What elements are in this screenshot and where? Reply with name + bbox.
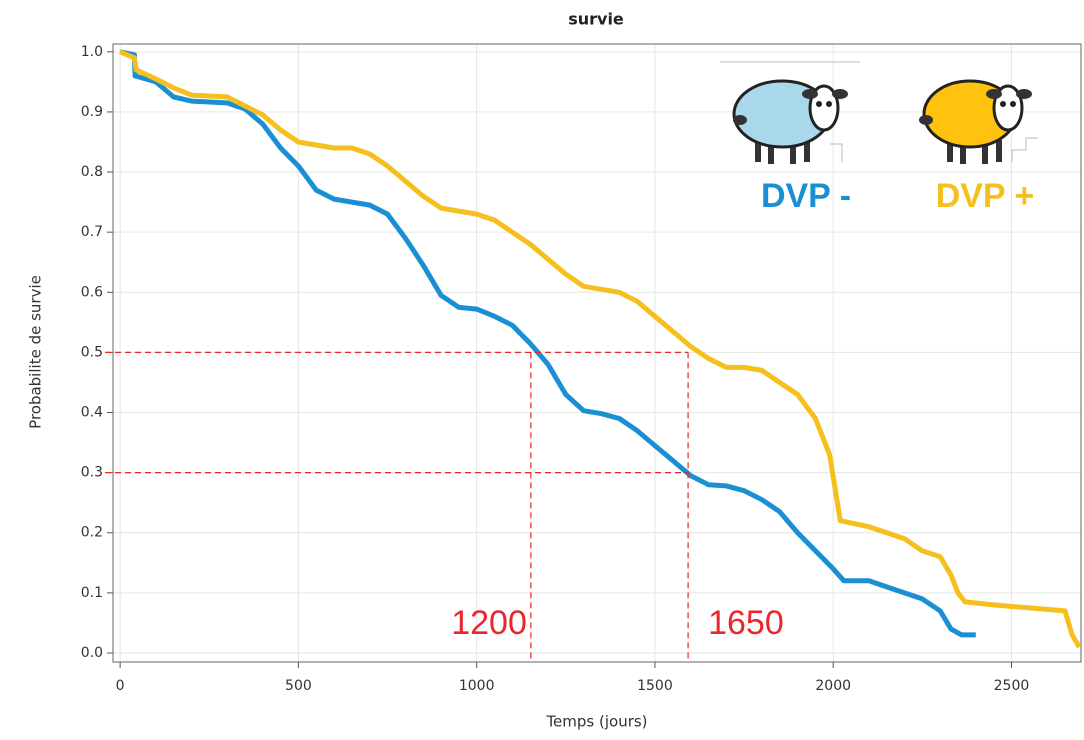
y-tick-label: 0.6 (81, 284, 103, 300)
x-tick-label: 2500 (994, 678, 1030, 694)
legend-label: DVP - (761, 177, 851, 215)
y-tick-label: 0.5 (81, 344, 103, 360)
y-tick-label: 0.4 (81, 405, 103, 421)
x-tick-label: 1500 (637, 678, 673, 694)
y-tick-label: 0.9 (81, 104, 103, 120)
annotation: 1650 (708, 604, 784, 642)
sheep-icon (720, 61, 860, 164)
x-tick-label: 2000 (815, 678, 851, 694)
plot-frame (112, 43, 1082, 663)
chart-title: survie (568, 10, 624, 29)
y-tick-label: 0.3 (81, 465, 103, 481)
sheep-icon (919, 79, 1038, 164)
legend-icons (720, 61, 1038, 164)
survival-curve (119, 49, 1082, 649)
y-axis-label: Probabilite de survie (27, 275, 45, 429)
y-tick-label: 0.2 (81, 525, 103, 541)
legend-label: DVP + (936, 177, 1035, 215)
y-tick-label: 0.0 (81, 645, 103, 661)
x-tick-label: 500 (285, 678, 312, 694)
x-tick-label: 1000 (459, 678, 495, 694)
y-tick-label: 0.1 (81, 585, 103, 601)
y-tick-label: 1.0 (81, 44, 103, 60)
survival-curve (119, 49, 976, 638)
y-tick-label: 0.7 (81, 224, 103, 240)
x-tick-label: 0 (116, 678, 125, 694)
x-axis-label: Temps (jours) (545, 713, 647, 731)
annotation: 1200 (451, 604, 527, 642)
y-tick-label: 0.8 (81, 164, 103, 180)
